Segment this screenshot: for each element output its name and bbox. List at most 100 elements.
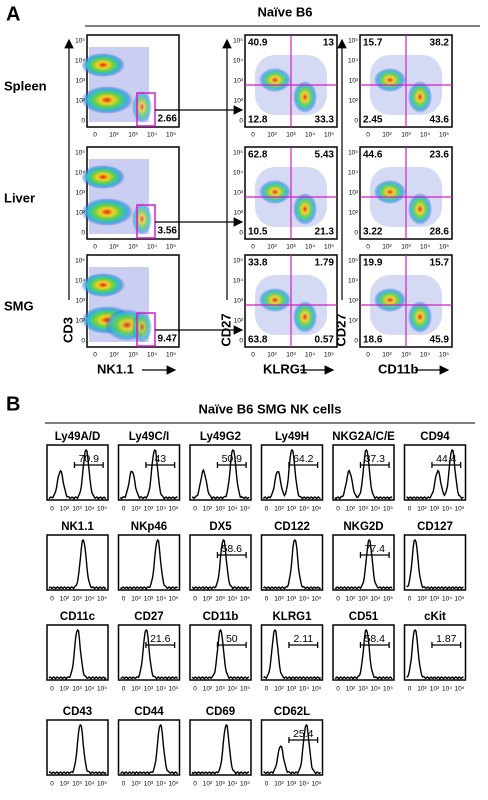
label: 3.22 [363,227,383,238]
label: 10⁵ [439,244,449,251]
label: 10³ [287,781,297,788]
label: 10² [76,318,86,325]
label: 10⁵ [324,132,334,139]
label: 10² [417,506,427,513]
cell-population [293,301,317,333]
label: 10³ [287,686,297,693]
label: 10³ [430,596,440,603]
label: 10² [382,132,392,139]
label: KLRG1 [263,361,307,376]
label: 10² [234,98,244,105]
label: 63.8 [248,335,268,346]
label: 10⁴ [299,596,309,603]
label: 10⁵ [97,781,107,788]
histogram-trace [48,538,107,591]
label: 10³ [286,352,296,359]
label: Ly49C/I [129,431,169,443]
label: CD43 [63,706,92,718]
label: 10⁵ [312,506,322,513]
label: 10⁴ [227,686,237,693]
label: 10⁴ [233,58,243,65]
label: 10³ [349,190,359,197]
cell-population [374,180,406,204]
label: Ly49A/D [55,431,101,443]
label: 10³ [72,596,82,603]
label: 21.3 [315,227,335,238]
label: 10⁵ [348,258,358,265]
label: 43 [154,453,166,465]
label: 0 [366,352,370,359]
label: 10³ [128,132,138,139]
histogram-trace [334,628,393,681]
label: 10⁵ [97,506,107,513]
label: 0 [50,506,54,513]
label: 10² [234,318,244,325]
label: 10² [60,506,70,513]
label: 10³ [358,686,368,693]
label: 5.43 [315,150,335,161]
label: 10⁴ [348,278,358,285]
cell-population [132,311,152,343]
label: 33.8 [248,258,268,269]
label: 10² [382,244,392,251]
label: 19.9 [363,258,383,269]
label: 0 [336,686,340,693]
label: 10⁴ [348,58,358,65]
label: 10⁵ [233,150,243,157]
label: 10⁵ [233,38,243,45]
label: 10² [131,596,141,603]
label: 10² [346,596,356,603]
label: 0 [265,781,269,788]
label: 10⁴ [84,596,94,603]
label: 10⁴ [84,781,94,788]
label: 0 [265,686,269,693]
histogram-trace [406,448,464,501]
label: 10² [76,98,86,105]
label: 10⁴ [370,686,380,693]
panel-title: Naïve B6 SMG NK cells [198,401,341,416]
label: 38.2 [430,38,450,49]
histogram-trace [263,723,322,775]
histogram-frame [46,624,109,681]
label: 10⁴ [348,170,358,177]
label: 58.4 [365,633,386,645]
label: 10⁵ [169,781,179,788]
label: 10⁵ [312,781,322,788]
label: 21.6 [150,633,171,645]
cell-population [81,165,125,189]
label: 10⁵ [324,352,334,359]
label: 0 [251,352,255,359]
label: 0 [251,132,255,139]
label: 10⁴ [299,686,309,693]
label: 10² [346,506,356,513]
label: 10³ [215,506,225,513]
panel-label: A [6,3,20,25]
histogram-trace [191,628,250,681]
label: 10⁵ [348,150,358,157]
label: 10² [349,210,359,217]
histogram-trace [334,538,393,591]
label: 10³ [144,596,154,603]
histogram-trace [48,628,107,681]
label: 10² [274,506,284,513]
label: 0 [366,244,370,251]
label: 10⁴ [156,686,166,693]
cell-population [132,91,152,123]
label: 0 [50,781,54,788]
label: 10³ [144,781,154,788]
histogram-frame [189,624,252,681]
label: 10⁵ [169,596,179,603]
histogram-trace [191,538,250,591]
label: 58.6 [222,543,243,555]
label: 10⁴ [156,506,166,513]
label: 10² [349,98,359,105]
histogram-trace [120,628,179,681]
histogram-trace [262,538,321,591]
label: 10² [349,318,359,325]
label: 10³ [76,190,86,197]
label: 10⁴ [420,352,430,359]
label: 45.9 [430,335,450,346]
label: 0 [122,596,126,603]
cell-population [259,180,291,204]
label: CD27 [333,313,348,346]
